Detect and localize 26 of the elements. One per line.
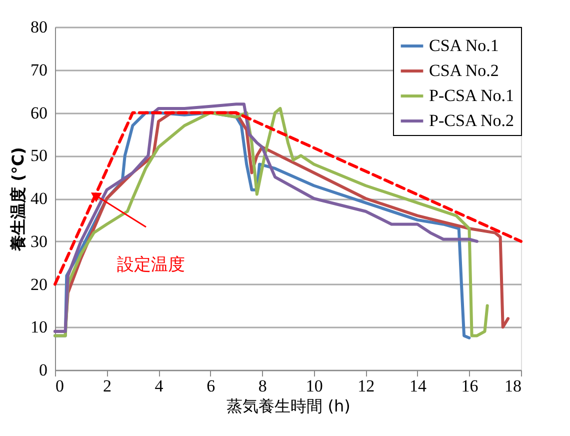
y-tick-label: 60 bbox=[30, 103, 48, 122]
legend-label: P-CSA No.1 bbox=[429, 86, 514, 105]
x-tick-label: 10 bbox=[306, 376, 323, 396]
x-tick-label: 6 bbox=[206, 376, 216, 396]
x-tick-label: 8 bbox=[258, 376, 267, 396]
y-tick-label: 70 bbox=[30, 60, 48, 80]
y-tick-label: 0 bbox=[39, 360, 48, 380]
y-axis-title: 養生温度 (°C) bbox=[8, 147, 28, 252]
y-tick-label: 10 bbox=[30, 318, 48, 337]
x-tick-label: 2 bbox=[103, 376, 112, 396]
x-tick-label: 4 bbox=[154, 376, 164, 396]
x-tick-label: 0 bbox=[56, 376, 64, 396]
legend-label: CSA No.1 bbox=[429, 36, 499, 55]
x-tick-label: 12 bbox=[358, 376, 375, 396]
legend-label: CSA No.2 bbox=[429, 61, 499, 80]
x-tick-label: 18 bbox=[504, 376, 522, 396]
y-tick-label: 30 bbox=[30, 232, 48, 251]
legend-label: P-CSA No.2 bbox=[429, 111, 514, 130]
x-tick-label: 14 bbox=[409, 376, 427, 396]
x-tick-label: 16 bbox=[461, 376, 478, 396]
x-axis-title: 蒸気養生時間 (h) bbox=[226, 396, 350, 416]
y-tick-label: 20 bbox=[30, 274, 48, 294]
annotation: 設定温度 bbox=[117, 255, 185, 275]
y-tick-label: 80 bbox=[30, 18, 48, 36]
y-tick-label: 40 bbox=[30, 189, 48, 208]
y-tick-label: 50 bbox=[30, 146, 48, 166]
